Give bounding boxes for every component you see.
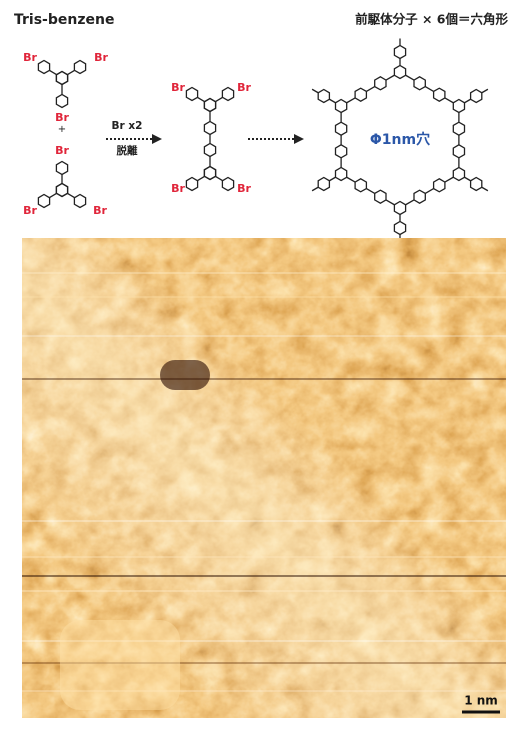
bond [198,97,205,101]
benzene-ring [204,99,215,112]
benzene-ring [336,168,347,181]
benzene-ring [74,195,85,208]
benzene-ring [336,122,347,135]
bond [406,75,414,80]
scan-line [22,272,506,274]
stm-image [22,238,506,718]
scan-line [22,296,506,298]
bond [465,99,471,103]
benzene-ring [336,100,347,113]
br-label: Br [237,182,251,195]
benzene-ring [453,100,464,113]
br-label: Br [93,204,107,217]
benzene-ring [394,46,405,59]
benzene-ring [38,61,49,74]
br-label: Br [94,51,108,64]
bond [329,177,335,181]
bond [386,200,394,205]
benzene-ring [336,145,347,158]
bond [425,189,433,194]
step-label: 脱離 [117,144,138,157]
benzene-ring [186,88,197,101]
step-label: Br x2 [112,120,143,132]
bond [366,189,374,194]
benzene-ring [375,190,386,203]
br-label: Br [171,81,185,94]
bright-area [60,620,180,710]
benzene-ring [414,77,425,90]
methyl [482,89,488,93]
scale-label: 1 nm [464,694,498,708]
benzene-ring [414,190,425,203]
scan-line [22,335,506,337]
methyl [312,187,318,191]
bond [216,97,223,101]
bond [465,177,471,181]
benzene-ring [394,222,405,235]
benzene-ring [186,178,197,191]
benzene-ring [434,88,445,101]
scan-line [22,378,506,380]
benzene-ring [471,178,482,191]
benzene-ring [56,184,67,197]
benzene-ring [204,122,215,135]
bond [347,177,355,182]
benzene-ring [355,179,366,192]
bond [68,70,75,74]
benzene-ring [74,61,85,74]
bond [445,177,453,182]
benzene-ring [56,72,67,85]
bond [406,200,414,205]
bond [50,70,57,74]
scan-line [22,590,506,592]
scan-line [22,556,506,558]
methyl [312,89,318,93]
benzene-ring [56,95,67,108]
br-label: Br [23,51,37,64]
bond [216,176,223,180]
benzene-ring [394,202,405,215]
br-label: Br [23,204,37,217]
pore-label: Φ1nm穴 [370,131,430,148]
benzene-ring [318,90,329,103]
bond [68,193,75,197]
benzene-ring [204,167,215,180]
bond [366,87,374,92]
benzene-ring [204,144,215,157]
bond [329,99,335,103]
benzene-ring [38,195,49,208]
benzene-ring [375,77,386,90]
benzene-ring [222,178,233,191]
benzene-ring [471,90,482,103]
scan-line [22,520,506,522]
right-title: 前駆体分子 × 6個＝六角形 [355,12,508,27]
bond [386,75,394,80]
bond [425,87,433,92]
arrow-head [294,134,304,144]
bond [347,98,355,103]
figure: Tris-benzene 前駆体分子 × 6個＝六角形 Br Br Br Br Br Br… [0,0,520,729]
br-label: Br [171,182,185,195]
scan-line [22,575,506,577]
benzene-ring [222,88,233,101]
benzene-ring [453,122,464,135]
benzene-ring [434,179,445,192]
methyl [482,187,488,191]
left-title: Tris-benzene [14,12,114,28]
bond [198,176,205,180]
benzene-ring [56,162,67,175]
arrow-head [152,134,162,144]
benzene-ring [453,145,464,158]
benzene-ring [355,88,366,101]
br-label: Br [55,111,69,124]
br-label: Br [55,144,69,157]
bond [445,98,453,103]
dark-spot [160,360,210,390]
benzene-ring [394,66,405,79]
benzene-ring [453,168,464,181]
bond [50,193,57,197]
plus: + [58,124,66,135]
br-label: Br [237,81,251,94]
benzene-ring [318,178,329,191]
